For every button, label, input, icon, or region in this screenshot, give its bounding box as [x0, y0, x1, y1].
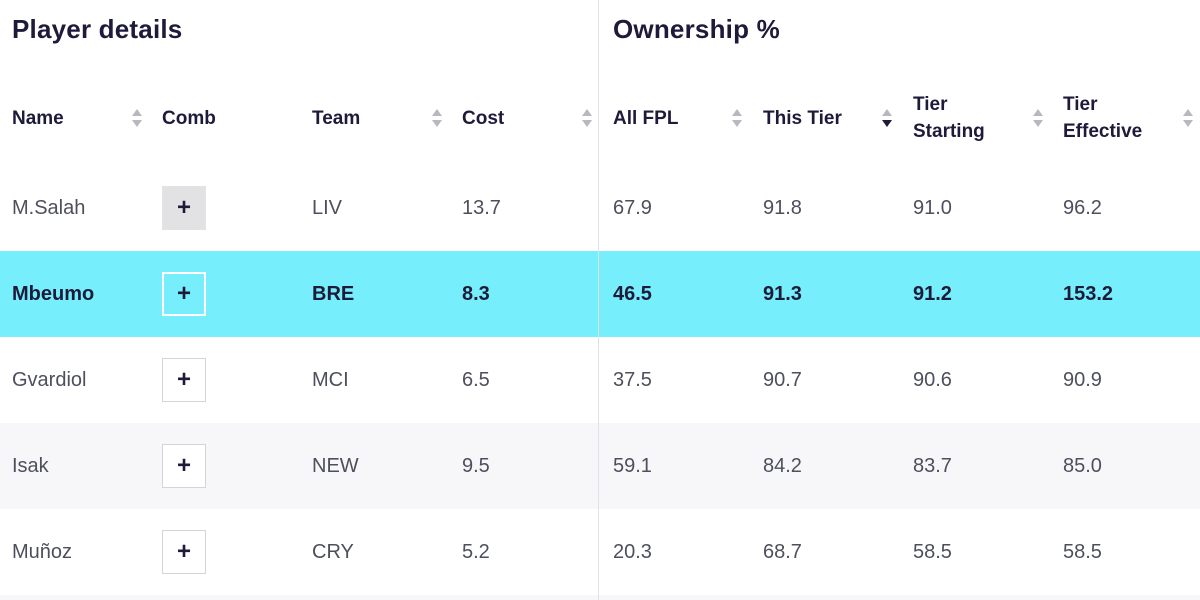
cost-cell: 13.7: [462, 196, 501, 219]
player-details-heading: Player details: [12, 14, 183, 44]
table-row-partial: [0, 595, 1200, 600]
sort-all-fpl-icon[interactable]: [731, 108, 743, 128]
player-name: Gvardiol: [12, 368, 87, 391]
player-name: Mbeumo: [12, 282, 95, 305]
tier-effective-cell: 85.0: [1063, 454, 1102, 477]
tier-effective-line1: Tier: [1063, 94, 1098, 115]
table-row[interactable]: Muñoz + CRY 5.2 20.3 68.7 58.5 58.5: [0, 509, 1200, 595]
cost-cell: 8.3: [462, 282, 490, 305]
sort-name-icon[interactable]: [131, 108, 143, 128]
tier-effective-cell: 96.2: [1063, 196, 1102, 219]
this-tier-cell: 90.7: [763, 368, 802, 391]
add-to-comb-button[interactable]: +: [162, 358, 206, 402]
team-cell: BRE: [312, 282, 355, 305]
tier-effective-cell: 90.9: [1063, 368, 1102, 391]
column-header-name[interactable]: Name: [12, 107, 64, 129]
all-fpl-cell: 67.9: [613, 196, 652, 219]
plus-icon: +: [176, 452, 191, 479]
tier-effective-cell: 58.5: [1063, 540, 1102, 563]
tier-starting-cell: 91.0: [913, 196, 952, 219]
this-tier-cell: 91.8: [763, 196, 802, 219]
column-header-all-fpl[interactable]: All FPL: [613, 107, 679, 129]
column-header-this-tier[interactable]: This Tier: [763, 107, 842, 129]
all-fpl-cell: 46.5: [613, 282, 652, 305]
sort-cost-icon[interactable]: [581, 108, 593, 128]
column-header-comb: Comb: [162, 107, 216, 129]
table-row[interactable]: Gvardiol + MCI 6.5 37.5 90.7 90.6 90.9: [0, 337, 1200, 423]
tier-starting-cell: 91.2: [913, 282, 952, 305]
plus-icon: +: [176, 366, 191, 393]
column-header-tier-starting[interactable]: Tier Starting: [913, 90, 985, 146]
this-tier-cell: 84.2: [763, 454, 802, 477]
ownership-heading: Ownership %: [613, 14, 780, 44]
plus-icon: +: [176, 194, 191, 221]
tier-starting-cell: 58.5: [913, 540, 952, 563]
sort-team-icon[interactable]: [431, 108, 443, 128]
tier-starting-cell: 90.6: [913, 368, 952, 391]
add-to-comb-button[interactable]: +: [162, 272, 206, 316]
tier-effective-line2: Effective: [1063, 121, 1143, 142]
cost-cell: 6.5: [462, 368, 490, 391]
add-to-comb-button[interactable]: +: [162, 186, 206, 230]
this-tier-cell: 68.7: [763, 540, 802, 563]
cost-cell: 9.5: [462, 454, 490, 477]
sort-tier-effective-icon[interactable]: [1182, 108, 1194, 128]
table-row-highlighted[interactable]: Mbeumo + BRE 8.3 46.5 91.3 91.2 153.2: [0, 251, 1200, 337]
this-tier-cell: 91.3: [763, 282, 802, 305]
cost-cell: 5.2: [462, 540, 490, 563]
column-header-team[interactable]: Team: [312, 107, 361, 129]
plus-icon: +: [176, 538, 191, 565]
table-row[interactable]: Isak + NEW 9.5 59.1 84.2 83.7 85.0: [0, 423, 1200, 509]
sort-this-tier-active-icon[interactable]: [881, 108, 893, 128]
column-header-cost[interactable]: Cost: [462, 107, 505, 129]
player-name: Isak: [12, 454, 49, 477]
section-divider: [598, 0, 599, 600]
all-fpl-cell: 20.3: [613, 540, 652, 563]
tier-starting-line1: Tier: [913, 94, 948, 115]
team-cell: MCI: [312, 368, 349, 391]
add-to-comb-button[interactable]: +: [162, 530, 206, 574]
all-fpl-cell: 37.5: [613, 368, 652, 391]
tier-starting-cell: 83.7: [913, 454, 952, 477]
tier-starting-line2: Starting: [913, 121, 985, 142]
team-cell: LIV: [312, 196, 343, 219]
player-name: M.Salah: [12, 196, 86, 219]
plus-icon: +: [176, 280, 191, 307]
team-cell: NEW: [312, 454, 359, 477]
tier-effective-cell: 153.2: [1063, 282, 1114, 305]
column-header-tier-effective[interactable]: Tier Effective: [1063, 90, 1142, 146]
add-to-comb-button[interactable]: +: [162, 444, 206, 488]
all-fpl-cell: 59.1: [613, 454, 652, 477]
table-row[interactable]: M.Salah + LIV 13.7 67.9 91.8 91.0 96.2: [0, 165, 1200, 251]
sort-tier-starting-icon[interactable]: [1032, 108, 1044, 128]
team-cell: CRY: [312, 540, 354, 563]
player-name: Muñoz: [12, 540, 73, 563]
